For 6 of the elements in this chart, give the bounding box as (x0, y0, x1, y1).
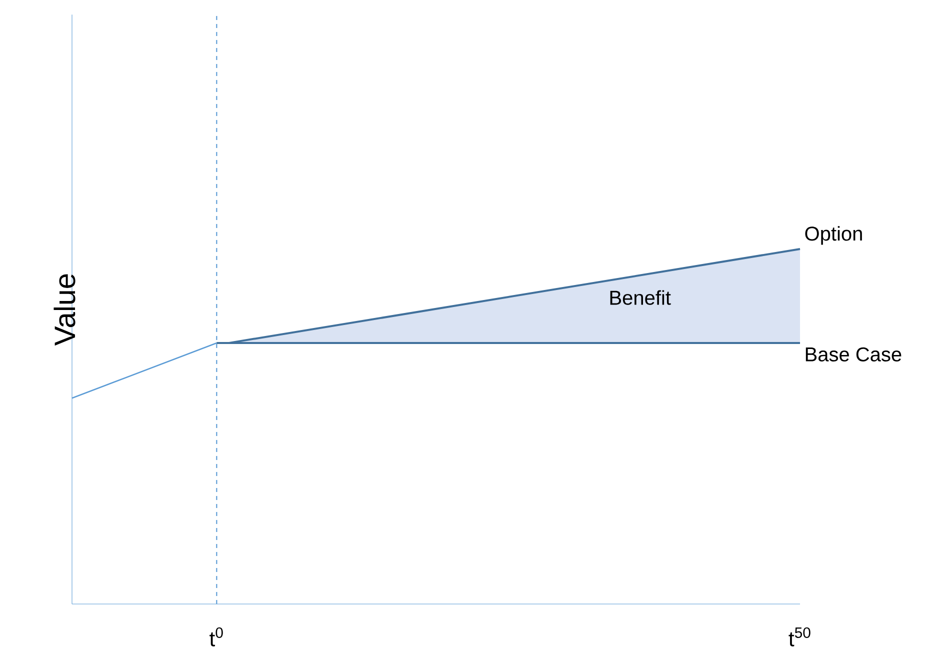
series-label: Option (805, 226, 862, 245)
series-label: Base Case (806, 347, 902, 362)
y-axis-title: Value (54, 274, 76, 346)
annotation: Benefit (610, 290, 671, 305)
x-tick-label: t$^{50}$ (788, 627, 810, 646)
x-tick-label: t$^{0}$ (210, 627, 223, 646)
